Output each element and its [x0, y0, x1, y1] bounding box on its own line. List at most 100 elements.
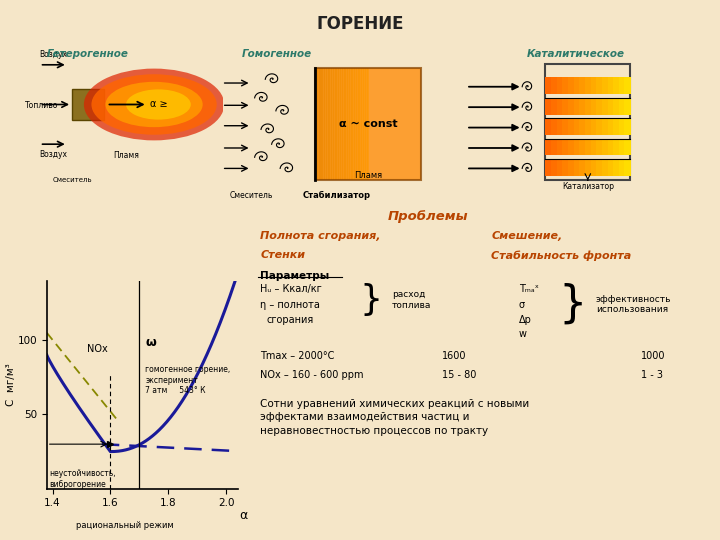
- FancyBboxPatch shape: [619, 77, 626, 94]
- FancyBboxPatch shape: [585, 139, 592, 156]
- FancyBboxPatch shape: [590, 159, 597, 176]
- FancyBboxPatch shape: [551, 98, 558, 114]
- FancyBboxPatch shape: [562, 118, 569, 135]
- FancyBboxPatch shape: [580, 159, 586, 176]
- Text: η – полнота: η – полнота: [260, 300, 320, 310]
- FancyBboxPatch shape: [590, 139, 597, 156]
- FancyBboxPatch shape: [585, 118, 592, 135]
- Text: Гетерогенное: Гетерогенное: [47, 49, 129, 59]
- FancyBboxPatch shape: [574, 118, 580, 135]
- FancyBboxPatch shape: [585, 159, 592, 176]
- Ellipse shape: [126, 89, 191, 120]
- FancyBboxPatch shape: [585, 77, 592, 94]
- FancyBboxPatch shape: [340, 68, 343, 179]
- FancyBboxPatch shape: [580, 118, 586, 135]
- Text: ГОРЕНИЕ: ГОРЕНИЕ: [316, 15, 404, 33]
- FancyBboxPatch shape: [619, 159, 626, 176]
- Text: Гомогенное: Гомогенное: [242, 49, 312, 59]
- FancyBboxPatch shape: [574, 77, 580, 94]
- FancyBboxPatch shape: [324, 68, 327, 179]
- FancyBboxPatch shape: [352, 68, 355, 179]
- Text: 15 - 80: 15 - 80: [441, 370, 476, 380]
- FancyBboxPatch shape: [613, 77, 620, 94]
- FancyBboxPatch shape: [568, 139, 575, 156]
- Text: Смеситель: Смеситель: [52, 177, 92, 183]
- FancyBboxPatch shape: [602, 139, 608, 156]
- Ellipse shape: [91, 74, 217, 135]
- FancyBboxPatch shape: [613, 118, 620, 135]
- FancyBboxPatch shape: [562, 98, 569, 114]
- FancyBboxPatch shape: [613, 139, 620, 156]
- FancyBboxPatch shape: [580, 98, 586, 114]
- Text: }: }: [559, 283, 588, 326]
- Text: Пламя: Пламя: [113, 151, 139, 160]
- Ellipse shape: [84, 69, 225, 140]
- FancyBboxPatch shape: [596, 98, 603, 114]
- FancyBboxPatch shape: [624, 139, 631, 156]
- FancyBboxPatch shape: [325, 68, 328, 179]
- FancyBboxPatch shape: [568, 159, 575, 176]
- FancyBboxPatch shape: [602, 159, 608, 176]
- Text: Катализатор: Катализатор: [562, 182, 614, 191]
- FancyBboxPatch shape: [551, 139, 558, 156]
- Text: Смеситель: Смеситель: [230, 191, 273, 200]
- FancyBboxPatch shape: [596, 139, 603, 156]
- FancyBboxPatch shape: [602, 98, 608, 114]
- Text: 1600: 1600: [441, 351, 466, 361]
- FancyBboxPatch shape: [624, 159, 631, 176]
- FancyBboxPatch shape: [358, 68, 361, 179]
- FancyBboxPatch shape: [562, 159, 569, 176]
- FancyBboxPatch shape: [557, 159, 563, 176]
- FancyBboxPatch shape: [361, 68, 364, 179]
- FancyBboxPatch shape: [333, 68, 336, 179]
- FancyBboxPatch shape: [323, 68, 325, 179]
- FancyBboxPatch shape: [551, 159, 558, 176]
- FancyBboxPatch shape: [365, 68, 368, 179]
- Text: w: w: [518, 329, 527, 339]
- FancyBboxPatch shape: [331, 68, 334, 179]
- FancyBboxPatch shape: [608, 159, 614, 176]
- FancyBboxPatch shape: [608, 77, 614, 94]
- FancyBboxPatch shape: [328, 68, 330, 179]
- FancyBboxPatch shape: [602, 77, 608, 94]
- FancyBboxPatch shape: [624, 77, 631, 94]
- FancyBboxPatch shape: [608, 98, 614, 114]
- FancyBboxPatch shape: [619, 139, 626, 156]
- Text: σ: σ: [518, 300, 525, 310]
- FancyBboxPatch shape: [568, 98, 575, 114]
- FancyBboxPatch shape: [580, 139, 586, 156]
- FancyBboxPatch shape: [356, 68, 359, 179]
- FancyBboxPatch shape: [613, 159, 620, 176]
- FancyBboxPatch shape: [546, 77, 552, 94]
- Y-axis label: С  мг/м³: С мг/м³: [6, 363, 16, 406]
- FancyBboxPatch shape: [596, 159, 603, 176]
- Text: Tmax – 2000°C: Tmax – 2000°C: [260, 351, 335, 361]
- Text: NOx – 160 - 600 ppm: NOx – 160 - 600 ppm: [260, 370, 364, 380]
- Text: Стабилизатор: Стабилизатор: [302, 191, 370, 200]
- Text: }: }: [360, 283, 383, 317]
- FancyBboxPatch shape: [574, 159, 580, 176]
- Text: 1 - 3: 1 - 3: [642, 370, 663, 380]
- FancyBboxPatch shape: [343, 68, 346, 179]
- FancyBboxPatch shape: [590, 98, 597, 114]
- FancyBboxPatch shape: [602, 118, 608, 135]
- FancyBboxPatch shape: [590, 77, 597, 94]
- FancyBboxPatch shape: [608, 118, 614, 135]
- Text: ω: ω: [145, 336, 156, 349]
- FancyBboxPatch shape: [562, 77, 569, 94]
- FancyBboxPatch shape: [329, 68, 332, 179]
- FancyBboxPatch shape: [551, 118, 558, 135]
- FancyBboxPatch shape: [574, 139, 580, 156]
- FancyBboxPatch shape: [596, 118, 603, 135]
- Text: расход
топлива: расход топлива: [392, 291, 431, 309]
- Text: Каталитическое: Каталитическое: [527, 49, 625, 59]
- FancyBboxPatch shape: [557, 77, 563, 94]
- Text: эффективность
использования: эффективность использования: [596, 295, 671, 314]
- Text: NOx: NOx: [87, 344, 108, 354]
- Text: рациональный режим: рациональный режим: [76, 522, 174, 530]
- FancyBboxPatch shape: [585, 98, 592, 114]
- Text: 1000: 1000: [642, 351, 666, 361]
- Ellipse shape: [105, 82, 203, 127]
- FancyBboxPatch shape: [608, 139, 614, 156]
- FancyBboxPatch shape: [346, 68, 348, 179]
